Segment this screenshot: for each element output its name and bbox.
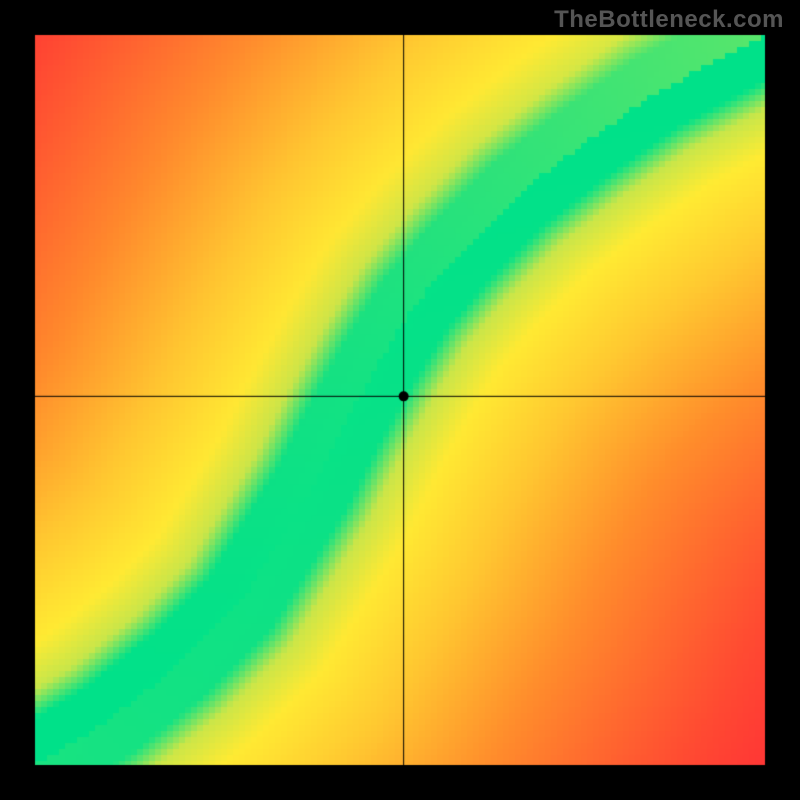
root-container: TheBottleneck.com [0, 0, 800, 800]
bottleneck-heatmap-canvas [0, 0, 800, 800]
watermark-text: TheBottleneck.com [554, 6, 784, 34]
